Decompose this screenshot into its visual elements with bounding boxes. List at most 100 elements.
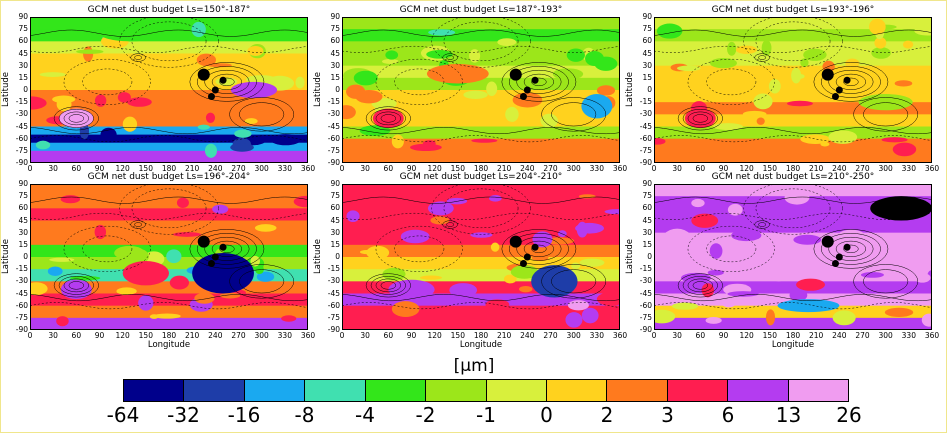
dust-patch (656, 23, 683, 39)
dust-patch (196, 53, 217, 67)
y-tick-label: -60 (327, 300, 340, 310)
panel-title: GCM net dust budget Ls=196°-204° (87, 172, 251, 182)
topography-contour (119, 184, 219, 235)
topography-contour (30, 294, 308, 302)
x-tick-label: 120 (115, 164, 130, 173)
topography-contour (853, 264, 919, 299)
topography-contour (654, 29, 932, 37)
dust-patch (52, 95, 76, 104)
latitude-band (30, 305, 308, 319)
topography-contour (219, 77, 235, 87)
topography-contour (687, 111, 713, 126)
volcano-marker (843, 76, 851, 84)
volcano-marker (509, 68, 522, 81)
axes-frame (30, 17, 308, 163)
dust-patch (576, 221, 588, 238)
topography-contour (687, 58, 775, 105)
dust-patch (567, 300, 589, 311)
x-tick-label: 360 (612, 331, 628, 340)
topography-contour (682, 276, 718, 295)
x-tick-label: 120 (427, 164, 442, 173)
x-tick-label: 0 (27, 331, 33, 340)
y-tick-label: -15 (327, 97, 340, 107)
colorbar-segment (727, 380, 788, 401)
colorbar-tick-label: -16 (227, 403, 261, 427)
dust-patch (845, 58, 860, 69)
topography-contour (863, 102, 909, 127)
y-tick-label: -45 (639, 288, 652, 298)
x-tick-label: 90 (718, 331, 729, 340)
dust-patch (39, 72, 66, 77)
y-tick-label: 60 (330, 203, 340, 213)
y-tick-label: 45 (330, 48, 340, 58)
topography-contour (654, 135, 932, 143)
x-tick-label: 210 (808, 331, 824, 340)
dust-patch (892, 142, 917, 157)
topography-contour (853, 97, 919, 132)
dust-patch (828, 130, 858, 144)
topography-contour (30, 127, 308, 135)
dust-patch (705, 317, 722, 324)
y-tick-label: -30 (15, 276, 28, 286)
topography-contour (758, 222, 767, 227)
dust-patch (128, 248, 149, 264)
colorbar-segment (545, 380, 607, 401)
topography-contour (692, 114, 708, 123)
x-tick-label: 360 (300, 331, 316, 340)
x-tick-label: 30 (672, 164, 682, 173)
dust-patch (709, 57, 737, 69)
topography-contour (131, 188, 207, 229)
dust-patch (585, 51, 604, 67)
x-tick-label: 270 (231, 331, 246, 340)
panel-title: GCM net dust budget Ls=187°-193° (399, 5, 563, 15)
y-tick-label: 75 (642, 24, 652, 34)
topography-contour (197, 66, 257, 98)
x-tick-label: 180 (473, 331, 489, 340)
latitude-band (654, 184, 932, 197)
dust-patch (709, 243, 723, 259)
topography-contour (229, 264, 295, 299)
topography-contour (509, 233, 569, 265)
dust-region (657, 228, 697, 270)
x-tick-label: 300 (566, 164, 581, 173)
y-tick-label: 90 (330, 12, 340, 21)
dust-patch (94, 224, 107, 240)
topography-contour (835, 73, 866, 90)
dust-patch (270, 134, 301, 146)
volcano-marker (211, 86, 219, 94)
y-tick-label: -60 (639, 300, 652, 310)
y-tick-label: 90 (18, 12, 28, 21)
x-tick-label: 120 (739, 331, 754, 340)
topography-contour (743, 17, 843, 68)
y-tick-label: 30 (18, 227, 28, 237)
x-tick-label: 270 (855, 331, 870, 340)
x-tick-label: 330 (589, 331, 604, 340)
colorbar-segment (304, 380, 365, 401)
dust-patch (793, 234, 822, 245)
x-tick-label: 270 (543, 164, 558, 173)
volcano-marker (821, 235, 834, 248)
topography-contour (58, 109, 94, 128)
topography-contour (446, 55, 455, 60)
y-tick-label: 90 (642, 179, 652, 188)
dust-patch (293, 195, 308, 208)
dust-patch (707, 269, 724, 276)
x-tick-label: 300 (878, 164, 893, 173)
x-tick-label: 180 (161, 164, 177, 173)
y-tick-label: 60 (330, 36, 340, 46)
map-layer (30, 184, 308, 330)
x-tick-label: 150 (450, 331, 465, 340)
topography-contour (682, 109, 718, 128)
y-tick-label: 75 (330, 191, 340, 201)
topography-contour (211, 240, 242, 257)
dust-patch (430, 216, 450, 225)
latitude-band (342, 150, 620, 163)
dust-patch (127, 97, 152, 107)
x-tick-label: 300 (254, 331, 269, 340)
dust-patch (83, 46, 94, 62)
x-tick-label: 330 (901, 164, 916, 173)
topography-contour (509, 66, 569, 98)
topography-contour (531, 244, 547, 254)
dust-patch (771, 272, 787, 282)
topography-contour (843, 77, 859, 87)
